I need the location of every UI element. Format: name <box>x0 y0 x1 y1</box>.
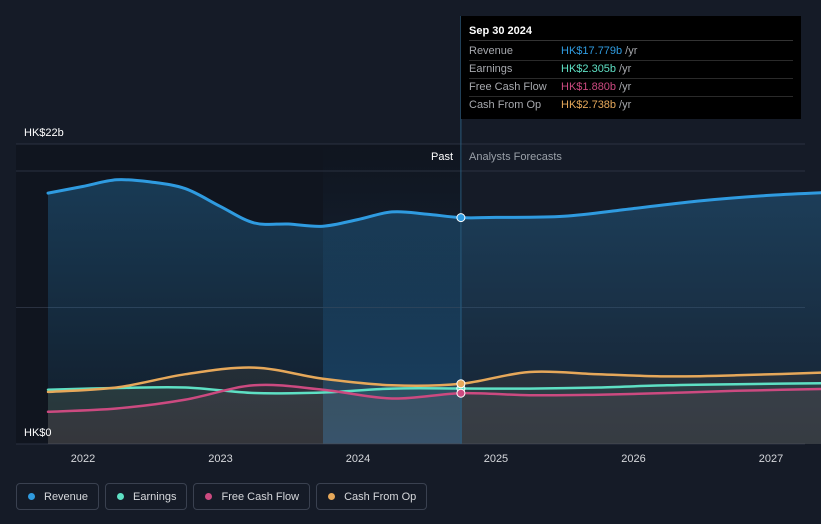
cash-from-op-dot-icon <box>328 493 336 500</box>
x-tick-label: 2026 <box>621 453 645 465</box>
tooltip-label: Revenue <box>469 45 514 57</box>
revenue-area <box>48 179 821 444</box>
legend-item-revenue[interactable]: Revenue <box>16 483 100 510</box>
earnings-line <box>46 382 821 395</box>
free-cash-flow-dot-icon <box>205 493 213 500</box>
tooltip-row-cash-from-op: Cash From Op HK$2.738b /yr <box>469 97 793 114</box>
free-cash-flow-marker <box>456 388 466 398</box>
tooltip-row-earnings: Earnings HK$2.305b /yr <box>469 61 793 79</box>
earnings-area <box>48 383 821 444</box>
revenue-line <box>46 178 821 228</box>
free-cash-flow-area <box>48 384 821 444</box>
x-tick-label: 2023 <box>208 453 232 465</box>
tooltip-row-revenue: Revenue HK$17.779b /yr <box>469 43 793 61</box>
tooltip-label: Earnings <box>469 63 513 75</box>
past-label: Past <box>431 151 453 163</box>
y-tick-top: HK$22b <box>24 127 64 139</box>
tooltip-unit: /yr <box>625 45 638 57</box>
x-tick-label: 2025 <box>484 453 508 465</box>
legend-label: Earnings <box>133 490 177 503</box>
free-cash-flow-line <box>46 383 821 414</box>
cash-from-op-marker <box>456 379 466 389</box>
legend-item-free-cash-flow[interactable]: Free Cash Flow <box>193 483 311 510</box>
tooltip-date: Sep 30 2024 <box>469 24 793 41</box>
tooltip-value: HK$17.779b <box>561 45 623 57</box>
tooltip-unit: /yr <box>619 99 632 111</box>
tooltip-label: Cash From Op <box>469 99 542 111</box>
tooltip-value: HK$1.880b <box>561 81 617 93</box>
revenue-marker <box>456 213 466 223</box>
x-tick-label: 2024 <box>346 453 370 465</box>
tooltip-row-free-cash-flow: Free Cash Flow HK$1.880b /yr <box>469 79 793 97</box>
tooltip-label: Free Cash Flow <box>469 81 547 93</box>
y-tick-bottom: HK$0 <box>24 427 52 439</box>
legend-label: Free Cash Flow <box>221 490 300 503</box>
tooltip-unit: /yr <box>619 63 632 75</box>
earnings-dot-icon <box>117 493 125 500</box>
tooltip-unit: /yr <box>619 81 632 93</box>
legend: Revenue Earnings Free Cash Flow Cash Fro… <box>16 483 428 510</box>
x-tick-label: 2027 <box>759 453 783 465</box>
tooltip-value: HK$2.738b <box>561 99 617 111</box>
forecast-label: Analysts Forecasts <box>469 151 562 163</box>
legend-label: Revenue <box>44 490 89 503</box>
revenue-dot-icon <box>28 493 35 500</box>
cash-from-op-line <box>46 366 821 394</box>
legend-item-earnings[interactable]: Earnings <box>105 483 188 510</box>
legend-item-cash-from-op[interactable]: Cash From Op <box>316 483 428 510</box>
tooltip: Sep 30 2024 Revenue HK$17.779b /yr Earni… <box>461 16 801 119</box>
x-tick-label: 2022 <box>71 453 95 465</box>
tooltip-value: HK$2.305b <box>561 63 617 75</box>
legend-label: Cash From Op <box>344 490 417 503</box>
